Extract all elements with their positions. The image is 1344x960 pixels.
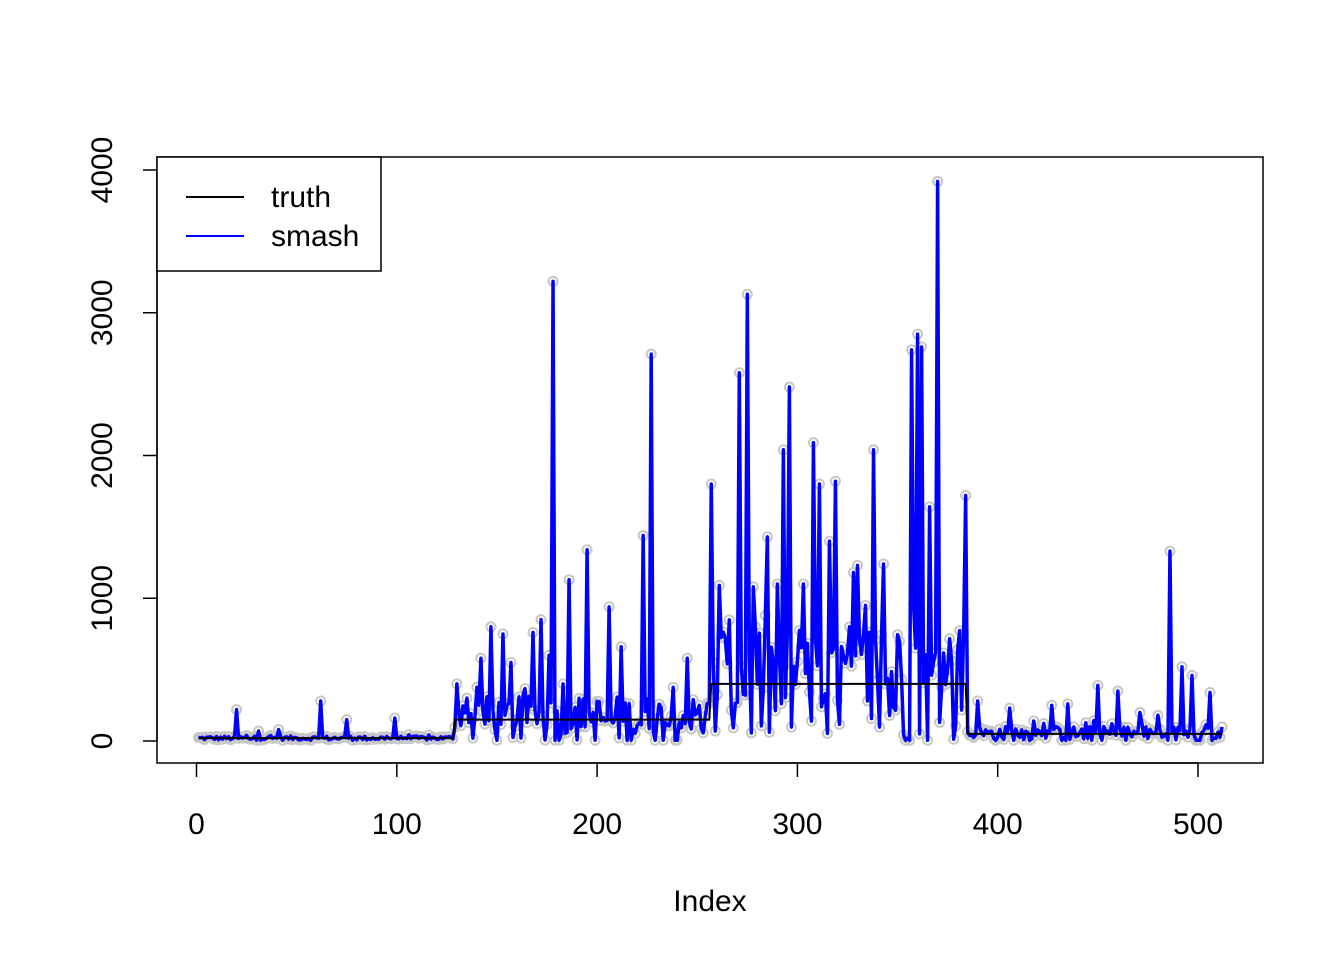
observed-point <box>633 717 645 729</box>
x-tick-label: 100 <box>372 808 422 841</box>
legend: truth smash <box>156 156 382 272</box>
x-tick-label: 200 <box>572 808 622 841</box>
legend-label-truth: truth <box>271 181 331 214</box>
y-tick-label: 2000 <box>86 422 119 489</box>
y-tick-label: 0 <box>86 733 119 750</box>
y-tick-label: 1000 <box>86 565 119 632</box>
x-tick-label: 500 <box>1173 808 1223 841</box>
legend-label-smash: smash <box>271 220 359 253</box>
truth-line <box>198 682 1223 740</box>
x-axis: 0 100 200 300 400 500 <box>188 762 1223 841</box>
x-tick-label: 0 <box>188 808 205 841</box>
x-axis-title: Index <box>673 885 746 918</box>
y-tick-label: 4000 <box>86 137 119 204</box>
y-tick-label: 3000 <box>86 279 119 346</box>
x-tick-label: 400 <box>973 808 1023 841</box>
x-tick-label: 300 <box>772 808 822 841</box>
legend-box <box>156 156 382 272</box>
truth-series <box>198 682 1223 740</box>
